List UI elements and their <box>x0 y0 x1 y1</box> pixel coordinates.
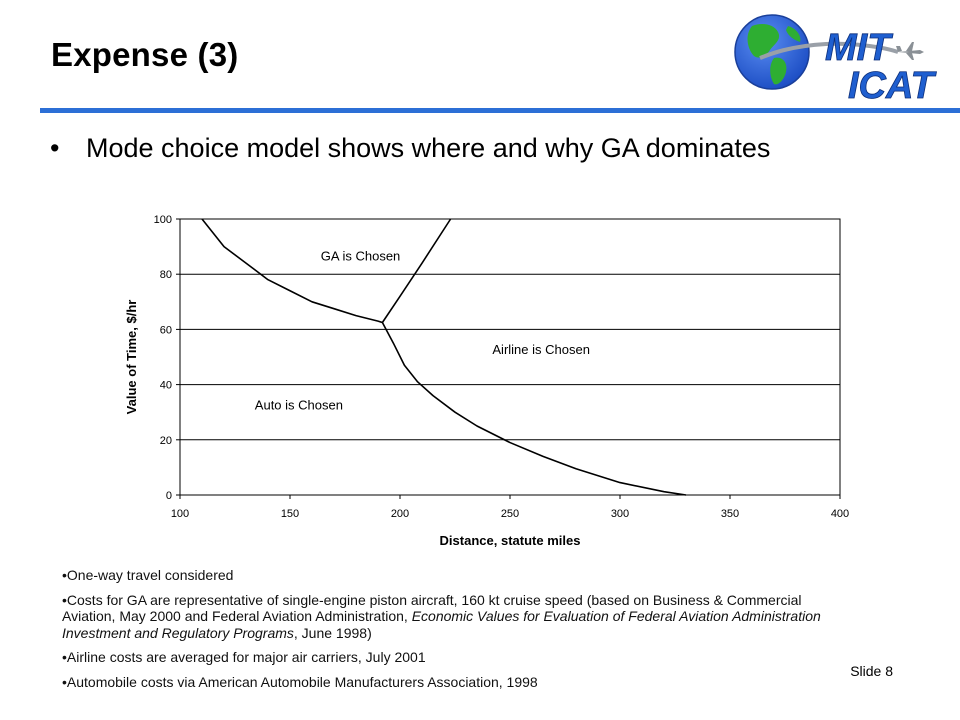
x-tick-label: 100 <box>171 508 189 520</box>
footnote-item: •Automobile costs via American Automobil… <box>62 674 822 691</box>
region-annotation: Airline is Chosen <box>492 342 590 357</box>
x-tick-label: 350 <box>721 508 739 520</box>
x-tick-label: 200 <box>391 508 409 520</box>
logo-text-icat: ICAT <box>848 65 937 106</box>
bullet-marker: • <box>50 133 60 163</box>
y-tick-label: 80 <box>160 269 172 281</box>
footnotes: •One-way travel considered •Costs for GA … <box>62 567 822 698</box>
footnote-item: •Airline costs are averaged for major ai… <box>62 649 822 666</box>
footnote-text: , June 1998) <box>293 624 372 641</box>
x-tick-label: 400 <box>831 508 849 520</box>
title-rule <box>40 108 960 113</box>
x-tick-label: 150 <box>281 508 299 520</box>
logo-text-mit: MIT <box>825 27 893 69</box>
boundary-line-2 <box>381 322 687 496</box>
footnote-text: •One-way travel considered <box>62 567 234 583</box>
bullet-text: Mode choice model shows where and why GA… <box>86 133 771 163</box>
x-tick-label: 300 <box>611 508 629 520</box>
x-axis-label: Distance, statute miles <box>440 533 581 548</box>
globe-logo-icon: MIT ICAT <box>734 14 937 107</box>
y-tick-label: 60 <box>160 324 172 336</box>
y-tick-label: 0 <box>166 490 172 502</box>
mit-icat-logo: MIT ICAT <box>730 6 960 107</box>
footnote-item: •One-way travel considered <box>62 567 822 584</box>
y-axis-label: Value of Time, $/hr <box>124 300 139 415</box>
footnote-text: •Costs for GA are representative of sing… <box>62 591 802 625</box>
footnote-text: •Airline costs are averaged for major ai… <box>62 649 426 665</box>
region-annotation: Auto is Chosen <box>255 397 343 412</box>
y-tick-label: 20 <box>160 435 172 447</box>
footnote-text: Economic Values for Evaluation of Federa… <box>62 608 821 641</box>
y-tick-label: 100 <box>154 214 172 226</box>
y-tick-label: 40 <box>160 380 172 392</box>
region-annotation: GA is Chosen <box>321 248 401 263</box>
slide-number: Slide 8 <box>850 663 893 679</box>
footnote-item: •Costs for GA are representative of sing… <box>62 592 822 642</box>
boundary-line-1 <box>201 218 383 324</box>
main-bullet: • Mode choice model shows where and why G… <box>50 133 770 164</box>
boundary-line-3 <box>381 218 452 323</box>
slide-title: Expense (3) <box>51 36 239 73</box>
footnote-text: •Automobile costs via American Automobil… <box>62 673 538 690</box>
x-tick-label: 250 <box>501 508 519 520</box>
